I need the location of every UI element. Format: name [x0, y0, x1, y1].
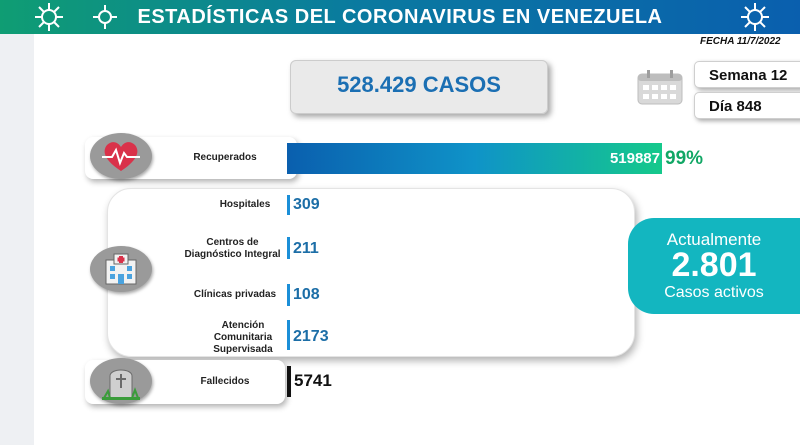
hospital-row-bar — [287, 284, 290, 306]
heart-pulse-icon — [90, 133, 152, 179]
calendar-icon — [637, 70, 683, 105]
hospital-row-bar — [287, 320, 290, 350]
hospital-row-label: Atención Comunitaria Supervisada — [213, 320, 273, 355]
hospital-row-label: Hospitales — [219, 199, 271, 210]
coronavirus-icon — [35, 3, 63, 31]
report-date: FECHA 11/7/2022 — [700, 36, 781, 47]
recovered-label: Recuperados — [193, 152, 257, 163]
deceased-label: Fallecidos — [200, 376, 250, 387]
hospital-row-label: Centros de Diagnóstico Integral — [184, 237, 281, 260]
coronavirus-icon — [741, 3, 769, 31]
hospital-row-bar — [287, 237, 290, 259]
coronavirus-icon — [93, 5, 117, 29]
tombstone-icon — [90, 358, 152, 404]
hospital-row-value: 2173 — [293, 328, 329, 345]
active-cases-value: 2.801 — [671, 246, 757, 284]
deceased-bar — [287, 366, 291, 397]
deceased-value: 5741 — [294, 371, 332, 390]
left-margin — [0, 0, 34, 445]
hospital-row-value: 309 — [293, 196, 320, 213]
total-cases-box — [290, 60, 548, 114]
recovered-bar — [287, 143, 662, 174]
active-cases-title: Actualmente — [666, 230, 762, 249]
header-banner — [0, 0, 800, 34]
total-cases: 528.429 CASOS — [337, 72, 501, 97]
recovered-value: 519887 — [609, 150, 660, 167]
hospitalization-panel — [107, 188, 635, 357]
week-badge: Semana 12 — [694, 61, 800, 88]
recovered-percent: 99% — [665, 148, 704, 169]
hospital-icon — [90, 246, 152, 292]
active-cases-panel: Actualmente 2.801 Casos activos — [628, 218, 800, 314]
day-badge: Día 848 — [694, 92, 800, 119]
hospital-row-label: Clínicas privadas — [193, 289, 277, 300]
hospital-row-bar — [287, 195, 290, 215]
hospital-row-value: 211 — [293, 240, 319, 257]
active-cases-subtitle: Casos activos — [664, 284, 764, 301]
hospital-row-value: 108 — [293, 286, 320, 303]
page-title: ESTADÍSTICAS DEL CORONAVIRUS EN VENEZUEL… — [137, 6, 663, 28]
